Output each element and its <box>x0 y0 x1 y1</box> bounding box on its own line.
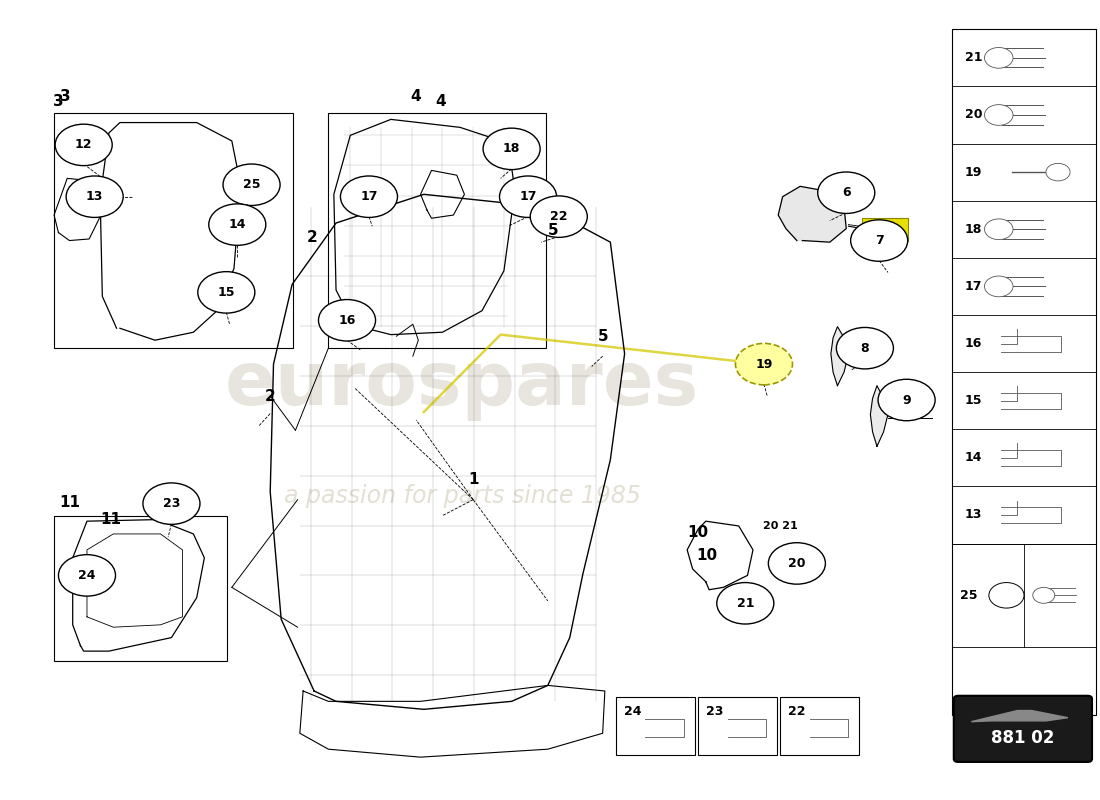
Text: 2: 2 <box>265 389 276 403</box>
Text: 6: 6 <box>842 186 850 199</box>
Text: 7: 7 <box>874 234 883 247</box>
Text: 24: 24 <box>624 706 641 718</box>
Text: 17: 17 <box>360 190 377 203</box>
Text: 12: 12 <box>1033 589 1050 602</box>
Text: 22: 22 <box>788 706 805 718</box>
Circle shape <box>984 219 1013 240</box>
Circle shape <box>984 276 1013 297</box>
Circle shape <box>143 483 200 524</box>
Circle shape <box>319 299 375 341</box>
Text: 22: 22 <box>550 210 568 223</box>
Circle shape <box>530 196 587 238</box>
Circle shape <box>878 379 935 421</box>
Text: 8: 8 <box>860 342 869 354</box>
Text: 17: 17 <box>965 280 982 293</box>
Text: 12: 12 <box>75 138 92 151</box>
Text: 19: 19 <box>756 358 772 370</box>
Text: 25: 25 <box>960 589 978 602</box>
Text: 20: 20 <box>788 557 805 570</box>
Text: 5: 5 <box>548 223 559 238</box>
Text: 23: 23 <box>163 497 180 510</box>
Circle shape <box>1033 587 1055 603</box>
Polygon shape <box>778 186 846 242</box>
Circle shape <box>984 47 1013 68</box>
Circle shape <box>817 172 874 214</box>
Text: 10: 10 <box>688 525 708 540</box>
Text: 11: 11 <box>59 495 80 510</box>
Circle shape <box>499 176 557 218</box>
Text: 3: 3 <box>53 94 64 109</box>
Circle shape <box>483 128 540 170</box>
Polygon shape <box>870 386 888 446</box>
Circle shape <box>340 176 397 218</box>
FancyBboxPatch shape <box>616 698 695 754</box>
Circle shape <box>768 542 825 584</box>
FancyBboxPatch shape <box>54 113 294 348</box>
Text: 23: 23 <box>706 706 723 718</box>
Text: 9: 9 <box>902 394 911 406</box>
Circle shape <box>736 343 792 385</box>
Text: 15: 15 <box>218 286 235 299</box>
Text: 20 21: 20 21 <box>763 521 798 531</box>
Polygon shape <box>971 710 1068 722</box>
Circle shape <box>198 272 255 313</box>
Text: 21: 21 <box>737 597 755 610</box>
Text: 18: 18 <box>965 222 982 236</box>
Text: 25: 25 <box>243 178 261 191</box>
Circle shape <box>984 105 1013 126</box>
Text: 24: 24 <box>78 569 96 582</box>
Text: 3: 3 <box>59 89 70 104</box>
Text: eurospares: eurospares <box>226 347 700 421</box>
Circle shape <box>1046 163 1070 181</box>
Text: 18: 18 <box>503 142 520 155</box>
Circle shape <box>836 327 893 369</box>
Text: 16: 16 <box>965 337 982 350</box>
Circle shape <box>209 204 266 246</box>
FancyBboxPatch shape <box>54 516 228 662</box>
FancyBboxPatch shape <box>698 698 777 754</box>
Circle shape <box>223 164 280 206</box>
Text: 2: 2 <box>307 230 317 246</box>
Text: 11: 11 <box>100 512 122 527</box>
Text: 13: 13 <box>86 190 103 203</box>
Polygon shape <box>830 326 848 386</box>
FancyBboxPatch shape <box>780 698 859 754</box>
Text: 10: 10 <box>696 548 717 563</box>
Text: 21: 21 <box>965 51 982 64</box>
Text: 13: 13 <box>965 509 982 522</box>
Circle shape <box>58 554 116 596</box>
Text: 14: 14 <box>965 451 982 464</box>
Text: 19: 19 <box>965 166 982 178</box>
FancyBboxPatch shape <box>954 696 1092 762</box>
Text: 14: 14 <box>229 218 246 231</box>
Circle shape <box>850 220 908 262</box>
Circle shape <box>989 582 1024 608</box>
Text: 4: 4 <box>410 89 421 104</box>
Text: 1: 1 <box>468 472 478 487</box>
Text: 17: 17 <box>519 190 537 203</box>
Text: 16: 16 <box>339 314 355 326</box>
Text: 20: 20 <box>965 109 982 122</box>
Text: 4: 4 <box>434 94 446 109</box>
Text: 881 02: 881 02 <box>991 729 1055 747</box>
Circle shape <box>717 582 773 624</box>
Text: 5: 5 <box>597 329 608 344</box>
Text: 15: 15 <box>965 394 982 407</box>
FancyBboxPatch shape <box>329 113 546 348</box>
Circle shape <box>66 176 123 218</box>
Circle shape <box>55 124 112 166</box>
FancyBboxPatch shape <box>861 218 908 241</box>
Text: a passion for parts since 1985: a passion for parts since 1985 <box>284 484 640 508</box>
FancyBboxPatch shape <box>952 30 1097 715</box>
